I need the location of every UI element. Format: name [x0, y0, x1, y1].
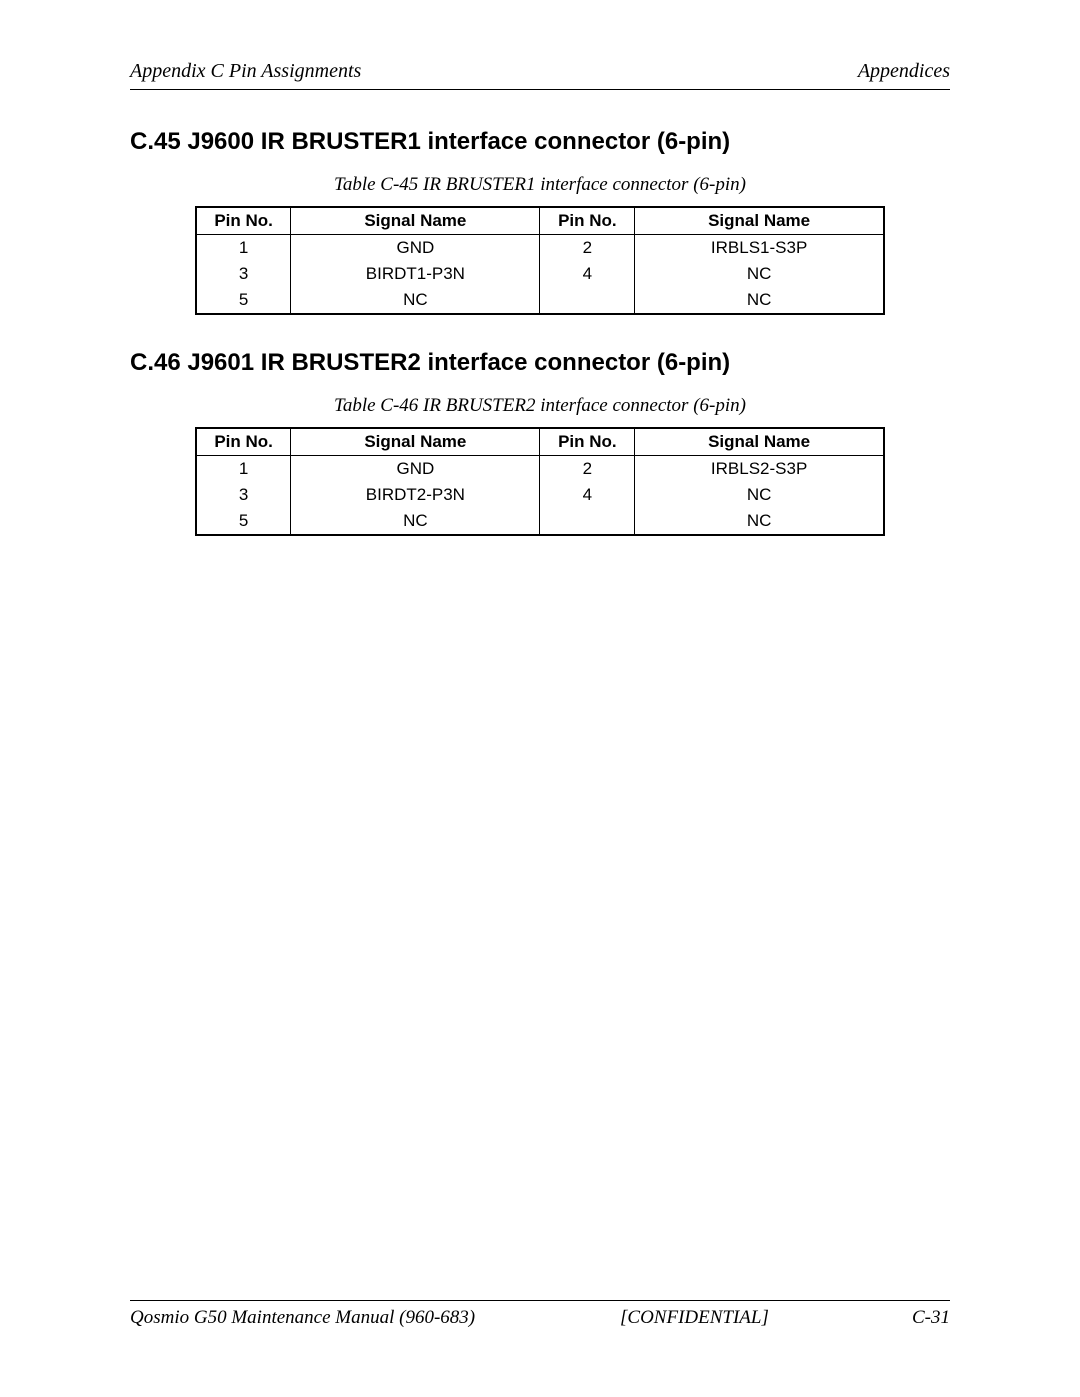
cell: NC — [291, 508, 540, 535]
table-row: 5 NC NC — [196, 508, 884, 535]
col-header: Signal Name — [635, 428, 884, 456]
cell: 2 — [540, 456, 635, 483]
col-header: Signal Name — [635, 207, 884, 235]
section-heading-c45: C.45 J9600 IR BRUSTER1 interface connect… — [130, 128, 950, 156]
cell: 2 — [540, 235, 635, 262]
cell: 5 — [196, 508, 291, 535]
col-header: Pin No. — [196, 207, 291, 235]
cell: NC — [635, 287, 884, 314]
header-left: Appendix C Pin Assignments — [130, 60, 361, 83]
cell: NC — [635, 261, 884, 287]
footer-left: Qosmio G50 Maintenance Manual (960-683) — [130, 1307, 475, 1329]
cell: 3 — [196, 482, 291, 508]
table-row: 1 GND 2 IRBLS1-S3P — [196, 235, 884, 262]
col-header: Pin No. — [196, 428, 291, 456]
cell: 4 — [540, 482, 635, 508]
col-header: Pin No. — [540, 428, 635, 456]
col-header: Signal Name — [291, 428, 540, 456]
section-heading-c46: C.46 J9601 IR BRUSTER2 interface connect… — [130, 349, 950, 377]
page-body: Appendix C Pin Assignments Appendices C.… — [130, 60, 950, 570]
running-footer: Qosmio G50 Maintenance Manual (960-683) … — [130, 1300, 950, 1329]
cell: BIRDT2-P3N — [291, 482, 540, 508]
cell: NC — [635, 508, 884, 535]
cell: NC — [291, 287, 540, 314]
table-row: 3 BIRDT1-P3N 4 NC — [196, 261, 884, 287]
cell: NC — [635, 482, 884, 508]
cell: 5 — [196, 287, 291, 314]
cell — [540, 508, 635, 535]
table-header-row: Pin No. Signal Name Pin No. Signal Name — [196, 207, 884, 235]
table-c46: Pin No. Signal Name Pin No. Signal Name … — [195, 427, 885, 536]
footer-confidential: [CONFIDENTIAL] — [620, 1307, 769, 1329]
running-header: Appendix C Pin Assignments Appendices — [130, 60, 950, 90]
cell: IRBLS1-S3P — [635, 235, 884, 262]
table-c45: Pin No. Signal Name Pin No. Signal Name … — [195, 206, 885, 315]
table-row: 5 NC NC — [196, 287, 884, 314]
table-header-row: Pin No. Signal Name Pin No. Signal Name — [196, 428, 884, 456]
cell: 4 — [540, 261, 635, 287]
table-caption-c46: Table C-46 IR BRUSTER2 interface connect… — [130, 395, 950, 417]
cell: 1 — [196, 456, 291, 483]
cell: GND — [291, 456, 540, 483]
table-caption-c45: Table C-45 IR BRUSTER1 interface connect… — [130, 174, 950, 196]
cell — [540, 287, 635, 314]
header-right: Appendices — [858, 60, 950, 83]
col-header: Signal Name — [291, 207, 540, 235]
cell: BIRDT1-P3N — [291, 261, 540, 287]
cell: IRBLS2-S3P — [635, 456, 884, 483]
table-row: 3 BIRDT2-P3N 4 NC — [196, 482, 884, 508]
cell: 3 — [196, 261, 291, 287]
cell: GND — [291, 235, 540, 262]
footer-page-number: C-31 — [912, 1307, 950, 1329]
cell: 1 — [196, 235, 291, 262]
col-header: Pin No. — [540, 207, 635, 235]
table-row: 1 GND 2 IRBLS2-S3P — [196, 456, 884, 483]
